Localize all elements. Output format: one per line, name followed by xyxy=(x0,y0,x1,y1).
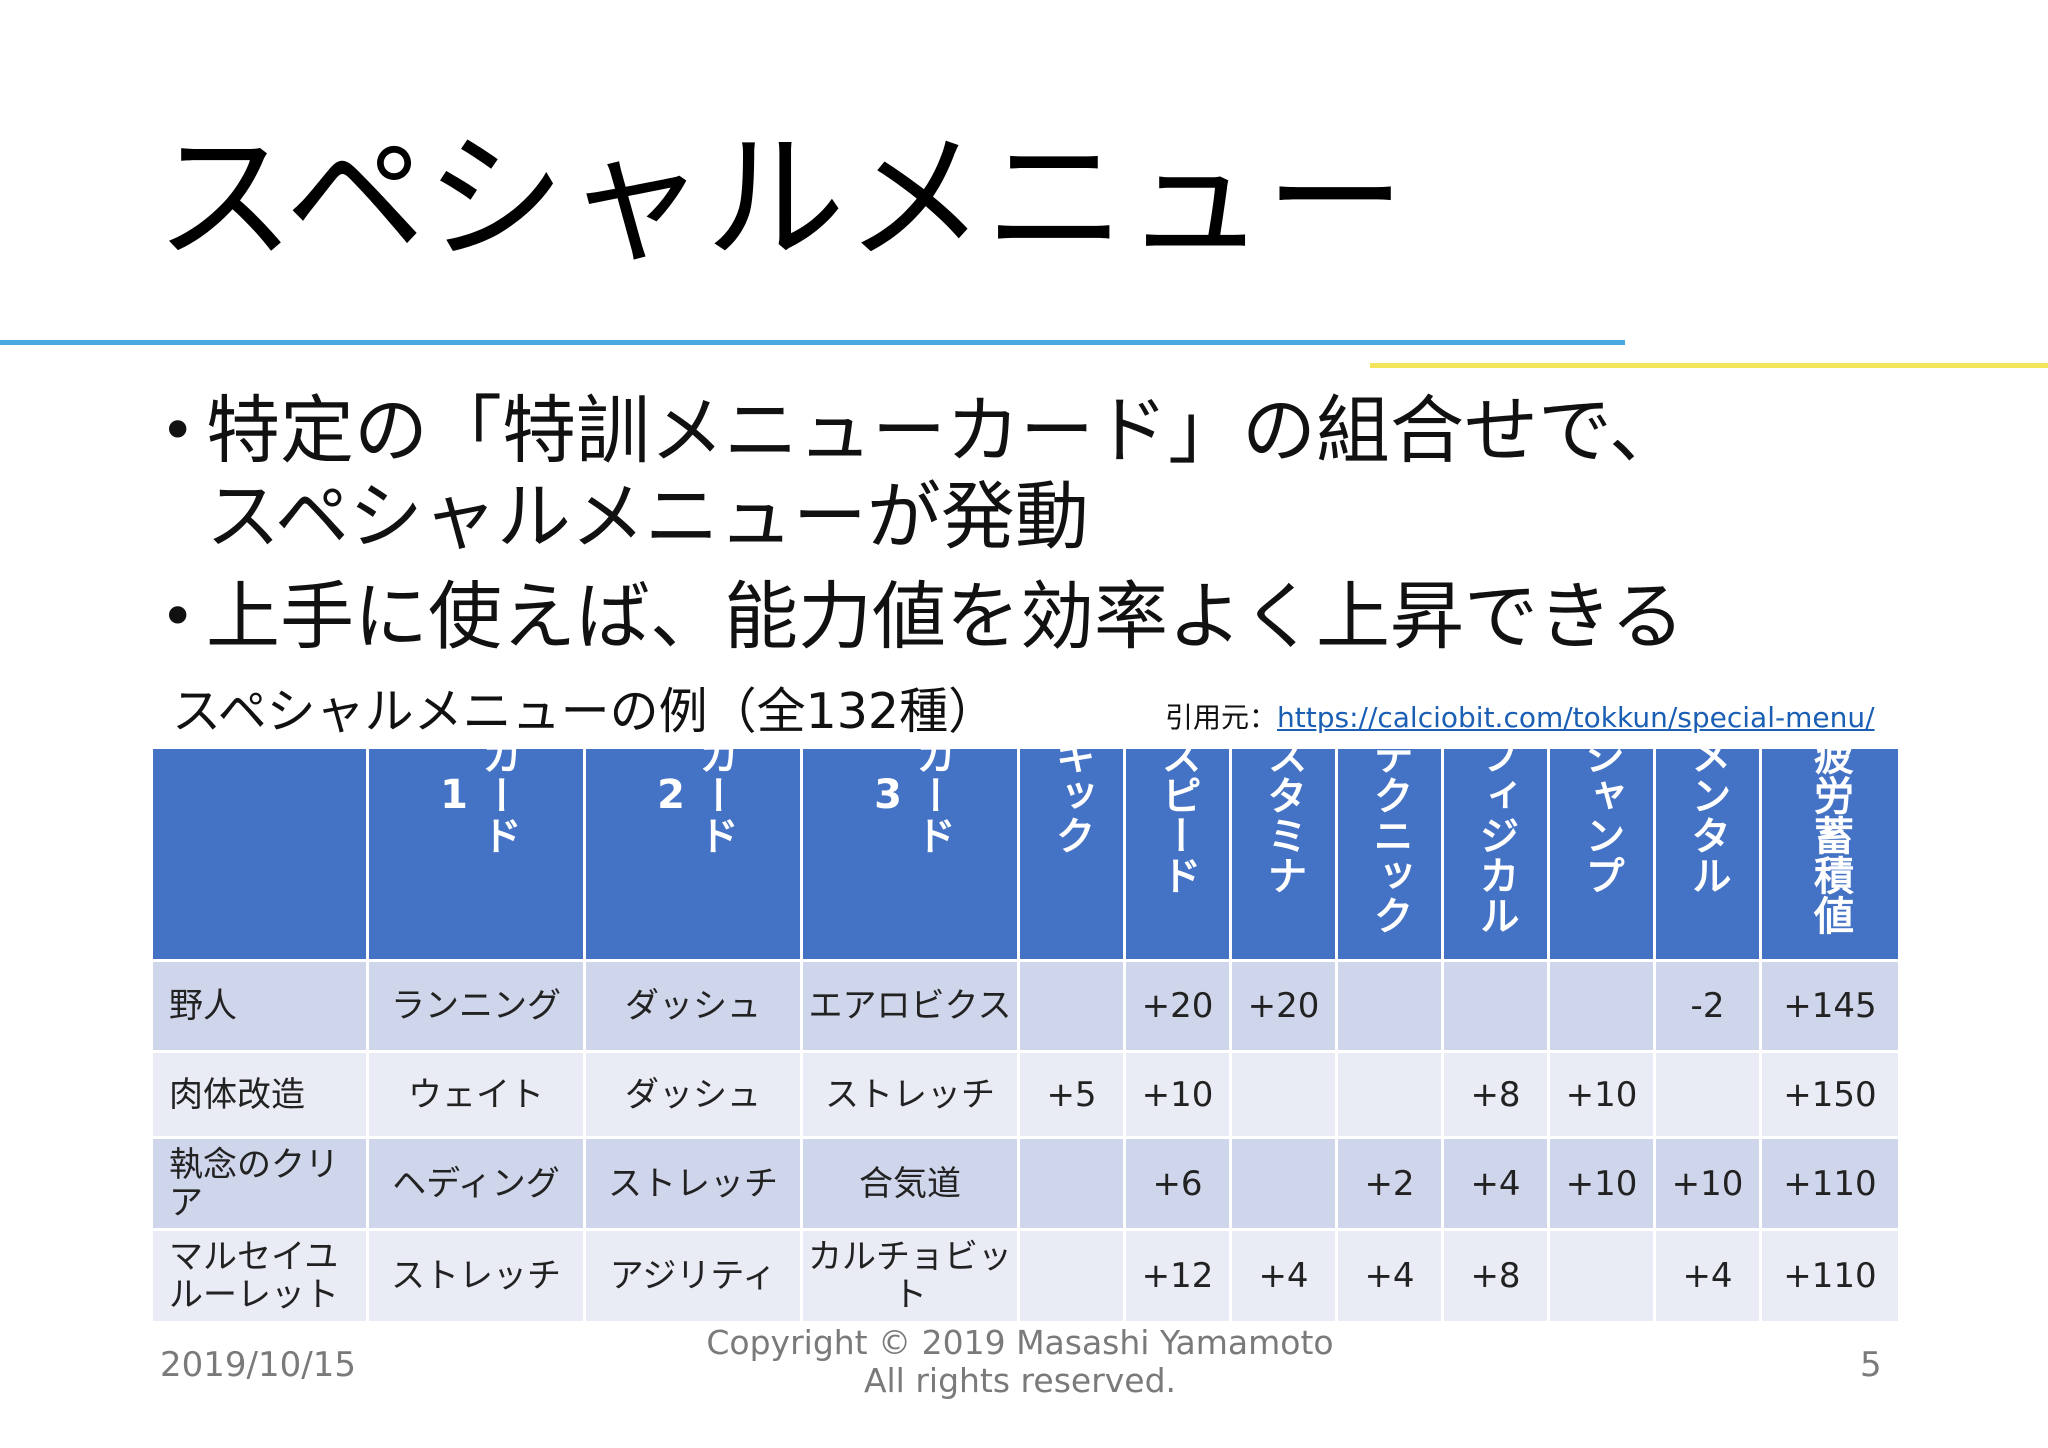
table-cell: アジリティ xyxy=(583,1228,803,1324)
header-cell-speed: スピード xyxy=(1123,746,1232,962)
table-cell: ダッシュ xyxy=(583,959,803,1053)
header-cell-fatigue: 疲労蓄積値 xyxy=(1759,746,1901,962)
bullet-list: • 特定の「特訓メニューカード」の組合せで、 スペシャルメニューが発動 • 上手… xyxy=(160,388,1980,674)
table-cell: カルチョビット xyxy=(800,1228,1020,1324)
bullet-dot: • xyxy=(160,396,196,466)
table-cell: ストレッチ xyxy=(800,1050,1020,1139)
table-cell: ランニング xyxy=(366,959,586,1053)
source-label: 引用元： xyxy=(1165,701,1278,734)
table-cell: +10 xyxy=(1653,1136,1762,1231)
table-cell: +5 xyxy=(1017,1050,1126,1139)
footer-date: 2019/10/15 xyxy=(160,1345,356,1385)
table-cell: +150 xyxy=(1759,1050,1901,1139)
menu-name-cell: 肉体改造 xyxy=(150,1050,369,1139)
table-cell xyxy=(1547,1228,1656,1324)
bullet-text: 上手に使えば、能力値を効率よく上昇できる xyxy=(206,574,1685,660)
table-cell xyxy=(1229,1136,1338,1231)
table-cell: ダッシュ xyxy=(583,1050,803,1139)
copyright-line-2: All rights reserved. xyxy=(863,1361,1177,1400)
table-cell xyxy=(1335,959,1444,1053)
title-underline-yellow xyxy=(1370,363,2048,368)
header-cell-technique: テクニック xyxy=(1335,746,1444,962)
table-cell: +4 xyxy=(1441,1136,1550,1231)
header-cell-mental: メンタル xyxy=(1653,746,1762,962)
title-underline-blue xyxy=(0,340,1625,345)
table-cell: +8 xyxy=(1441,1228,1550,1324)
page-number: 5 xyxy=(1860,1345,1882,1385)
menu-name-cell: 執念のクリア xyxy=(150,1136,369,1231)
menu-name-cell: 野人 xyxy=(150,959,369,1053)
table-cell: -2 xyxy=(1653,959,1762,1053)
table-cell: +20 xyxy=(1123,959,1232,1053)
source-link[interactable]: https://calciobit.com/tokkun/special-men… xyxy=(1277,701,1875,734)
header-cell-card3: カード 3 xyxy=(800,746,1020,962)
header-cell-jump: ジャンプ xyxy=(1547,746,1656,962)
header-cell-name xyxy=(150,746,369,962)
bullet-dot: • xyxy=(160,582,196,652)
table-cell: +20 xyxy=(1229,959,1338,1053)
table-cell: ストレッチ xyxy=(366,1228,586,1324)
table-cell: +110 xyxy=(1759,1228,1901,1324)
table-cell: +4 xyxy=(1335,1228,1444,1324)
table-cell: +4 xyxy=(1229,1228,1338,1324)
table-cell: +10 xyxy=(1547,1050,1656,1139)
table-row: 執念のクリア ヘディング ストレッチ 合気道 +6 +2 +4 +10 +10 … xyxy=(150,1136,1901,1231)
table-cell xyxy=(1017,959,1126,1053)
table-cell xyxy=(1017,1228,1126,1324)
source-citation: 引用元：https://calciobit.com/tokkun/special… xyxy=(1165,698,1875,738)
table-cell xyxy=(1229,1050,1338,1139)
table-cell: ストレッチ xyxy=(583,1136,803,1231)
table-cell xyxy=(1335,1050,1444,1139)
table-cell: +8 xyxy=(1441,1050,1550,1139)
menu-name-cell: マルセイユルーレット xyxy=(150,1228,369,1324)
bullet-text: 特定の「特訓メニューカード」の組合せで、 スペシャルメニューが発動 xyxy=(206,388,1684,560)
table-cell: 合気道 xyxy=(800,1136,1020,1231)
table-cell xyxy=(1547,959,1656,1053)
header-cell-card2: カード 2 xyxy=(583,746,803,962)
table-cell xyxy=(1017,1136,1126,1231)
footer-copyright: Copyright © 2019 Masashi Yamamoto All ri… xyxy=(620,1324,1420,1400)
table-cell xyxy=(1441,959,1550,1053)
table-cell: +10 xyxy=(1547,1136,1656,1231)
table-row: 肉体改造 ウェイト ダッシュ ストレッチ +5 +10 +8 +10 +150 xyxy=(150,1050,1901,1139)
table-cell: +2 xyxy=(1335,1136,1444,1231)
table-cell: +10 xyxy=(1123,1050,1232,1139)
copyright-line-1: Copyright © 2019 Masashi Yamamoto xyxy=(706,1323,1334,1362)
header-cell-card1: カード 1 xyxy=(366,746,586,962)
table-cell: +145 xyxy=(1759,959,1901,1053)
header-cell-stamina: スタミナ xyxy=(1229,746,1338,962)
table-row: マルセイユルーレット ストレッチ アジリティ カルチョビット +12 +4 +4… xyxy=(150,1228,1901,1324)
table-cell: +6 xyxy=(1123,1136,1232,1231)
table-cell: +4 xyxy=(1653,1228,1762,1324)
table-caption: スペシャルメニューの例（全132種） xyxy=(172,683,998,740)
table-row: 野人 ランニング ダッシュ エアロビクス +20 +20 -2 +145 xyxy=(150,959,1901,1053)
header-cell-physical: フィジカル xyxy=(1441,746,1550,962)
table-cell xyxy=(1653,1050,1762,1139)
table-cell: ウェイト xyxy=(366,1050,586,1139)
header-cell-kick: キック xyxy=(1017,746,1126,962)
table-cell: エアロビクス xyxy=(800,959,1020,1053)
bullet-item: • 特定の「特訓メニューカード」の組合せで、 スペシャルメニューが発動 xyxy=(160,388,1980,560)
special-menu-table: カード 1 カード 2 カード 3 キック スピード スタミナ テクニック フィ… xyxy=(150,746,1901,1324)
table-header-row: カード 1 カード 2 カード 3 キック スピード スタミナ テクニック フィ… xyxy=(150,746,1901,962)
table-cell: ヘディング xyxy=(366,1136,586,1231)
bullet-item: • 上手に使えば、能力値を効率よく上昇できる xyxy=(160,574,1980,660)
table-cell: +110 xyxy=(1759,1136,1901,1231)
slide-title: スペシャルメニュー xyxy=(155,118,1406,281)
table-cell: +12 xyxy=(1123,1228,1232,1324)
